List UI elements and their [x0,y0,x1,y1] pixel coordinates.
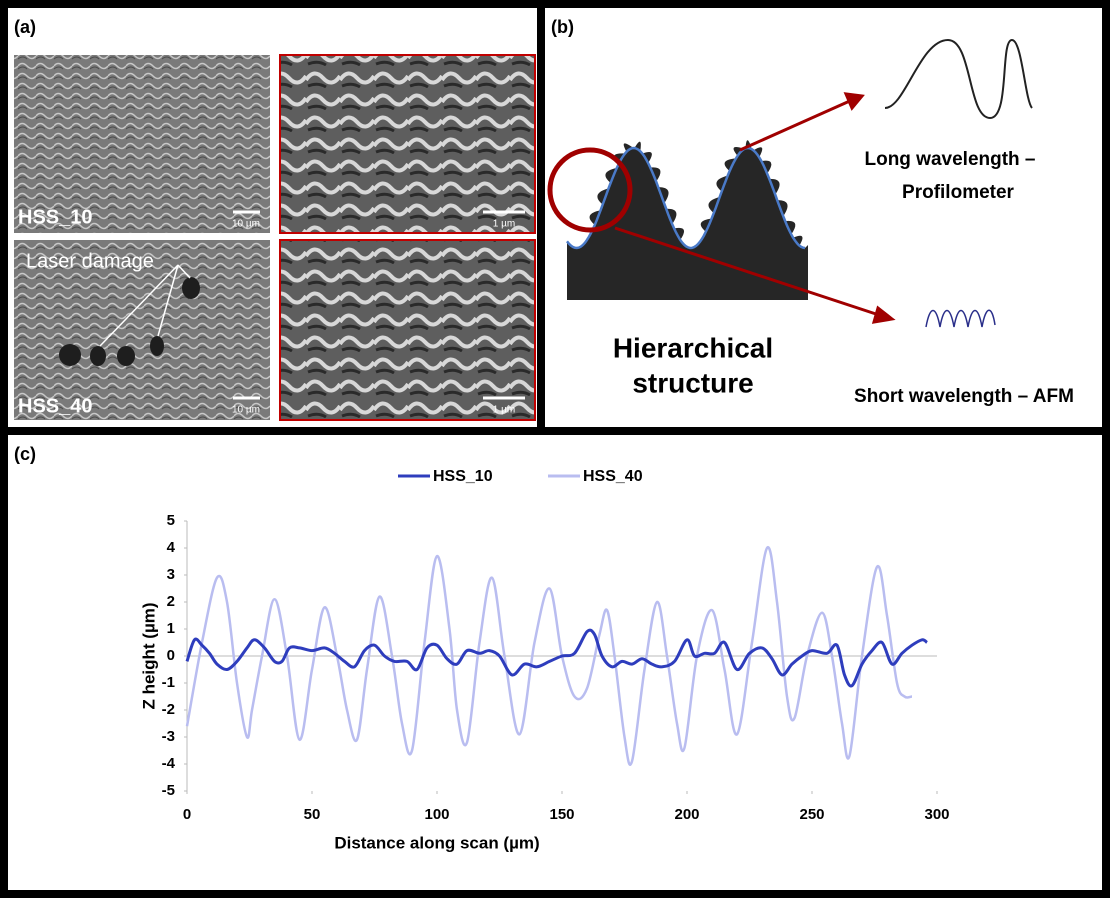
line-series [185,546,913,766]
panel-label: (c) [14,444,36,464]
x-tick-label: 50 [304,806,321,823]
y-tick-label: -3 [162,728,175,745]
spike [597,188,609,205]
x-axis-title: Distance along scan (µm) [334,833,539,852]
x-tick-label: 100 [424,806,449,823]
label: Long wavelength – [864,149,1035,170]
legend-label: HSS_40 [583,468,643,485]
legend-label: HSS_10 [433,468,493,485]
y-tick-label: 2 [167,593,175,610]
x-tick-label: 0 [183,806,191,823]
scale-label: 10 µm [232,405,260,416]
x-tick-label: 150 [549,806,574,823]
profile [566,146,806,250]
spike [716,175,728,192]
highlight-circle [547,147,633,233]
y-tick-label: -1 [162,674,175,691]
label: Profilometer [902,182,1015,203]
scale-label: 1 µm [493,405,515,416]
y-tick-label: -2 [162,701,175,718]
label: Short wavelength – AFM [854,386,1074,407]
y-tick-label: 5 [167,512,175,529]
annotation: Laser damage [26,250,154,272]
sem-image [14,55,270,233]
y-tick-label: 1 [167,620,175,637]
y-tick-label: -4 [162,755,176,772]
short-wave [925,309,996,328]
long-wave [884,38,1033,120]
structure-base [567,148,808,300]
x-tick-label: 200 [674,806,699,823]
panel-label: (a) [14,17,36,37]
spike [642,152,652,163]
y-tick-label: 0 [167,647,175,664]
hierarchical-structure [566,140,808,300]
x-tick-label: 250 [799,806,824,823]
image-label: HSS_10 [18,206,93,228]
scale-label: 10 µm [232,219,260,230]
damage-spots [59,277,200,366]
diagram-title: structure [632,367,753,398]
sem-image [279,54,536,234]
spike [753,147,763,157]
sem-image [279,239,536,421]
scale-label: 1 µm [493,219,515,230]
spike [793,235,803,247]
y-tick-label: 3 [167,566,175,583]
y-tick-label: -5 [162,782,175,799]
spike [623,143,633,152]
y-tick-label: 4 [167,539,176,556]
diagram-title: Hierarchical [613,332,773,363]
arrows [614,92,896,324]
scale-bars [233,210,525,400]
x-tick-label: 300 [924,806,949,823]
line-series [185,628,928,688]
image-label: HSS_40 [18,395,93,417]
sem-image [14,240,270,420]
annotation-arrows [99,264,191,347]
panel-label: (b) [551,17,574,37]
y-axis-title: Z height (µm) [139,602,158,709]
